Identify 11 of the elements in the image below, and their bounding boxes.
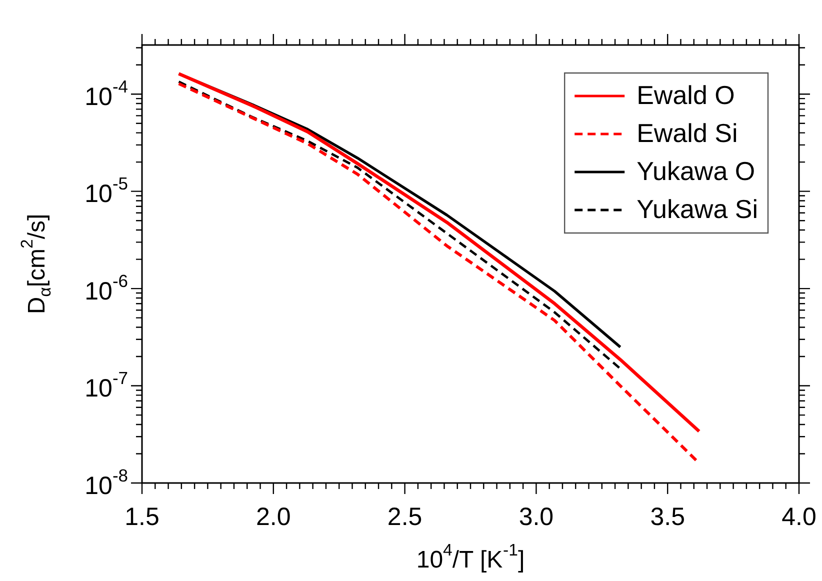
y-axis-title: Dα[cm2/s]	[18, 214, 54, 314]
x-tick-label: 3.0	[518, 502, 554, 531]
x-tick-label: 1.5	[124, 502, 160, 531]
x-tick-label: 3.5	[650, 502, 685, 531]
x-tick-label: 4.0	[782, 502, 816, 531]
legend-label: Ewald Si	[636, 118, 738, 148]
legend-label: Yukawa O	[636, 156, 756, 186]
legend-label: Yukawa Si	[636, 194, 758, 224]
legend-label: Ewald O	[636, 80, 735, 110]
x-tick-label: 2.0	[256, 502, 291, 531]
x-tick-label: 2.5	[387, 502, 422, 531]
